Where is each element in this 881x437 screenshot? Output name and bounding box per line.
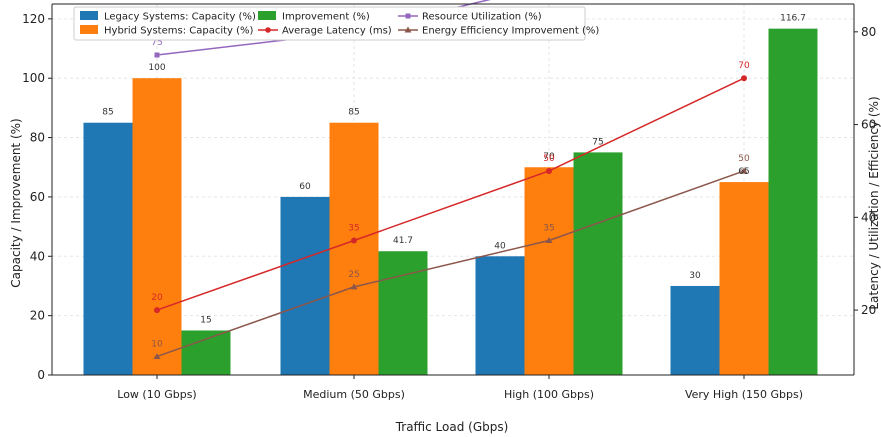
y-right-tick-label: 60 — [861, 118, 876, 132]
line-marker — [741, 75, 747, 82]
series-line — [156, 77, 745, 311]
y-right-tick-label: 40 — [861, 210, 876, 224]
bar — [670, 285, 720, 375]
legend-label: Legacy Systems: Capacity (%) — [104, 12, 256, 23]
y-left-tick-label: 60 — [30, 190, 45, 204]
bar — [181, 330, 231, 375]
x-tick-label: High (100 Gbps) — [504, 388, 594, 401]
legend-label: Hybrid Systems: Capacity (%) — [104, 26, 254, 37]
y-axis-left-label: Capacity / Improvement (%) — [9, 118, 23, 287]
line-value-label: 35 — [348, 224, 359, 234]
legend-label: Energy Efficiency Improvement (%) — [422, 26, 599, 37]
axes: 0 20 40 60 80 100 120 20 40 60 80 Low (10 Gbps) Medi… — [22, 3, 876, 401]
line-value-label: 10 — [151, 339, 163, 349]
y-right-tick-label: 80 — [861, 25, 876, 39]
bar — [132, 78, 182, 375]
line-value-label: 35 — [543, 224, 554, 234]
legend-label: Improvement (%) — [282, 12, 370, 23]
bar-value-label: 65 — [738, 167, 749, 177]
y-left-tick-label: 120 — [22, 12, 45, 26]
bar — [329, 122, 379, 375]
line-group — [153, 0, 748, 359]
legend-swatch — [80, 11, 98, 20]
line-value-label: 25 — [348, 270, 359, 280]
legend-marker — [265, 27, 271, 33]
line-marker — [351, 237, 357, 244]
bar-value-label: 41.7 — [393, 236, 413, 246]
bar-value-label: 100 — [148, 63, 165, 73]
legend-marker — [404, 26, 412, 33]
line-marker — [153, 352, 161, 359]
y-left-tick-label: 100 — [22, 71, 45, 85]
line-marker — [154, 307, 160, 314]
bar — [524, 167, 574, 375]
y-left-tick-label: 40 — [30, 249, 45, 263]
bar-value-label: 30 — [689, 271, 701, 281]
legend-swatch — [80, 25, 98, 34]
bar — [83, 122, 133, 375]
line-value-label: 75 — [151, 38, 162, 48]
bar — [378, 251, 428, 375]
bar-value-label: 116.7 — [780, 14, 806, 24]
line-marker — [154, 52, 160, 58]
bar-group — [83, 28, 818, 375]
line-marker — [350, 283, 358, 290]
legend-swatch — [258, 11, 276, 20]
bar — [475, 256, 525, 375]
bar — [280, 196, 330, 375]
line-value-label: 20 — [151, 293, 163, 303]
legend-box — [73, 6, 586, 41]
legend-marker — [405, 13, 411, 19]
series-line — [156, 170, 745, 358]
bar-value-label: 85 — [348, 108, 359, 118]
y-left-tick-label: 80 — [30, 131, 45, 145]
legend-label: Resource Utilization (%) — [422, 12, 542, 23]
line-value-label: 50 — [543, 154, 555, 164]
y-right-tick-label: 20 — [861, 303, 876, 317]
bar-value-label: 60 — [299, 182, 311, 192]
bar-value-label: 15 — [200, 315, 211, 325]
x-axis-label: Traffic Load (Gbps) — [395, 420, 509, 434]
line-value-label: 70 — [738, 61, 750, 71]
bar-value-label: 75 — [592, 137, 603, 147]
y-left-tick-label: 0 — [37, 368, 45, 382]
line-marker — [740, 167, 748, 174]
line-marker — [546, 167, 552, 174]
x-tick-label: Very High (150 Gbps) — [685, 388, 803, 401]
y-axis-right-label: Latency / Utilization / Efficiency (%) — [867, 96, 881, 309]
bar-value-label: 85 — [102, 108, 113, 118]
bar-value-label: 40 — [494, 241, 506, 251]
bar — [719, 182, 769, 375]
x-tick-label: Medium (50 Gbps) — [303, 388, 405, 401]
y-left-tick-label: 20 — [30, 309, 45, 323]
legend: Legacy Systems: Capacity (%) Hybrid Syste… — [73, 6, 599, 41]
bar — [573, 152, 623, 375]
line-marker — [545, 237, 553, 244]
legend-label: Average Latency (ms) — [282, 26, 392, 37]
x-tick-label: Low (10 Gbps) — [117, 388, 196, 401]
line-value-label: 50 — [738, 154, 750, 164]
bar — [768, 28, 818, 375]
bar-value-label: 70 — [543, 152, 555, 162]
